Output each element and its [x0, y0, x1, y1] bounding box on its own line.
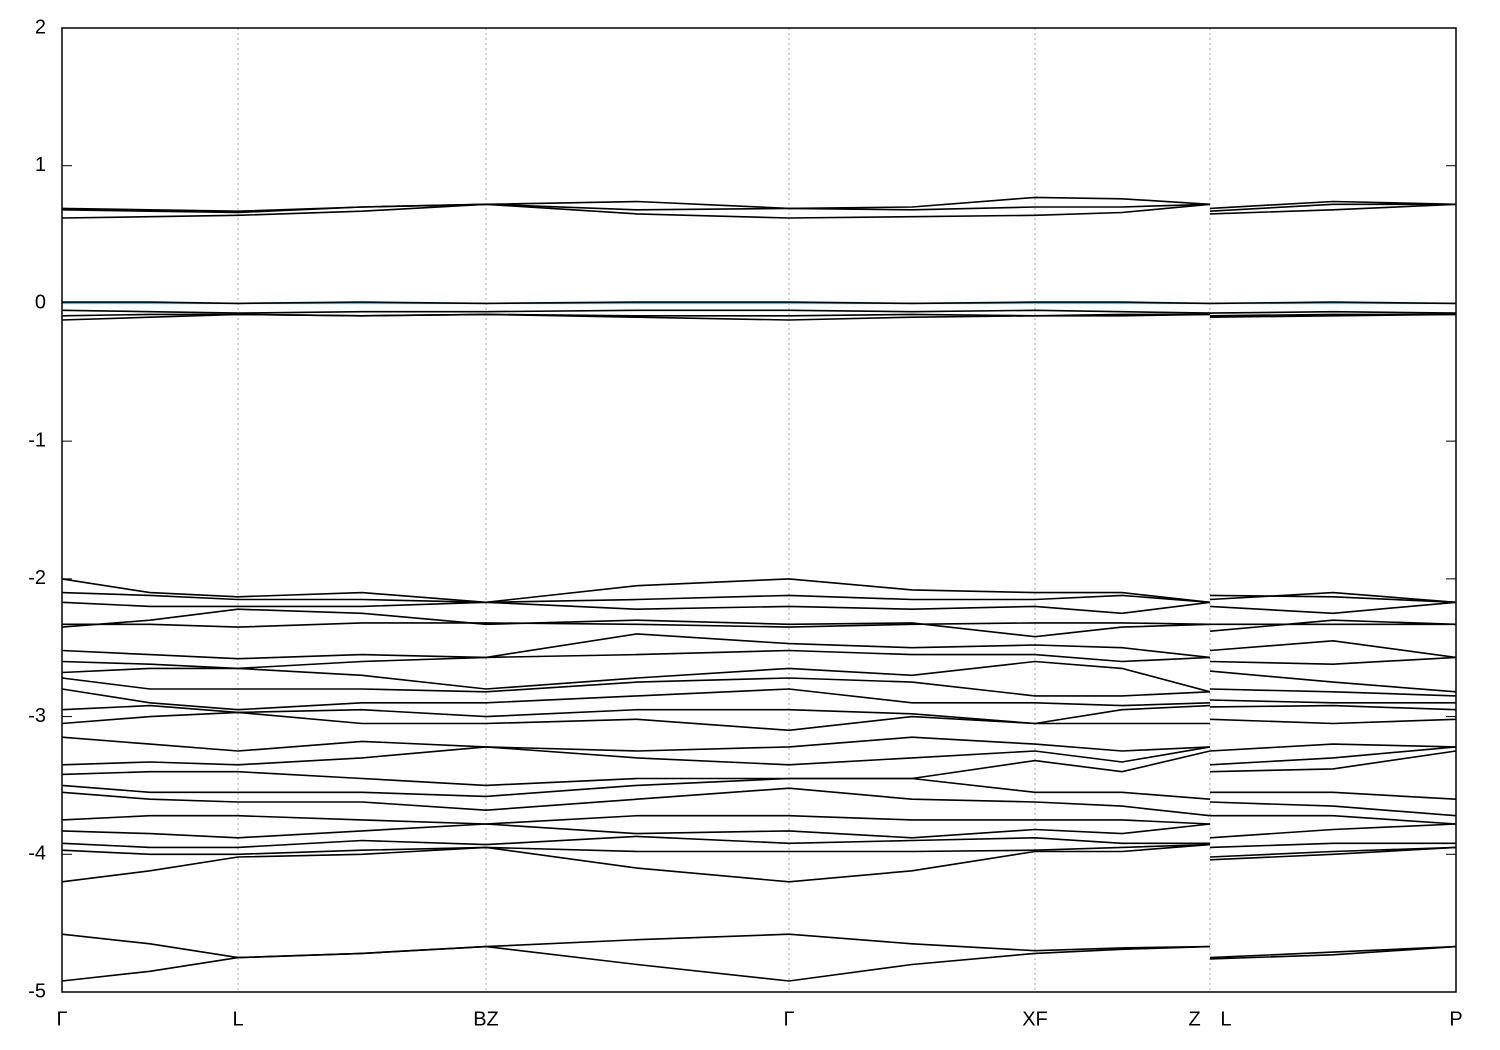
band-line	[62, 301, 1457, 305]
y-tick-label: -5	[28, 980, 46, 1002]
x-tick-label: Z L	[1189, 1008, 1232, 1030]
band-line	[61, 835, 1456, 849]
band-line	[61, 309, 1457, 314]
band-line	[61, 677, 1457, 697]
y-tick-label: -4	[28, 843, 46, 865]
y-tick-label: -3	[28, 705, 46, 727]
band-line	[61, 578, 1457, 604]
band-line	[61, 660, 1457, 693]
band-line	[61, 777, 1457, 800]
band-line	[61, 787, 1457, 817]
band-line	[61, 746, 1457, 766]
x-tick-label: L	[232, 1008, 243, 1030]
band-line	[61, 591, 1457, 604]
band-line	[61, 633, 1457, 660]
band-line	[61, 704, 1457, 725]
band-line	[61, 843, 1457, 883]
x-tick-label: BZ	[473, 1008, 499, 1030]
x-tick-label: Γ	[783, 1008, 794, 1030]
y-tick-label: -2	[28, 567, 46, 589]
band-line	[61, 196, 1457, 213]
y-tick-label: 1	[35, 154, 46, 176]
band-line	[61, 933, 1457, 959]
y-tick-label: -1	[28, 429, 46, 451]
band-line	[61, 313, 1457, 321]
plot-frame	[61, 27, 1457, 993]
x-tick-label: XF	[1022, 1008, 1048, 1030]
band-line	[61, 711, 1457, 732]
band-line	[61, 649, 1457, 670]
x-tick-label: Γ	[56, 1008, 67, 1030]
band-line	[61, 750, 1457, 787]
band-line	[61, 688, 1456, 711]
x-tick-label: P	[1449, 1008, 1462, 1030]
band-line	[61, 843, 1457, 858]
band-line	[61, 823, 1457, 839]
band-line	[61, 601, 1457, 615]
band-line	[61, 945, 1457, 982]
band-line	[62, 622, 1456, 628]
band-line	[61, 203, 1456, 214]
band-line	[61, 203, 1457, 219]
y-tick-label: 2	[35, 16, 46, 38]
band-line	[61, 736, 1457, 752]
band-line	[61, 608, 1457, 638]
band-line	[61, 814, 1457, 825]
y-tick-label: 0	[35, 292, 46, 314]
